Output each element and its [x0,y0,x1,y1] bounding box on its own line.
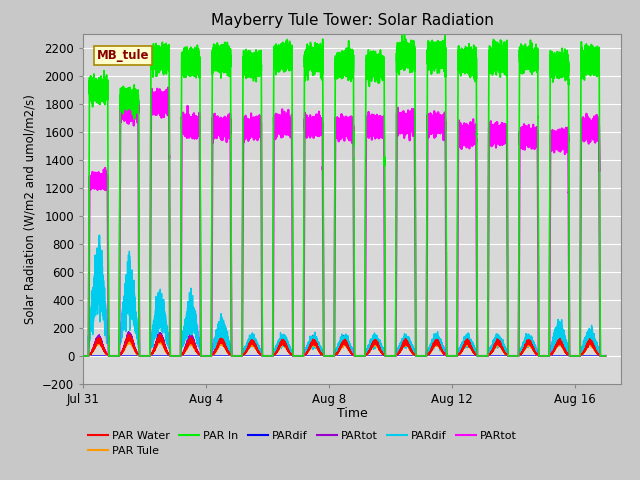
Title: Mayberry Tule Tower: Solar Radiation: Mayberry Tule Tower: Solar Radiation [211,13,493,28]
Legend: PAR Water, PAR Tule, PAR In, PARdif, PARtot, PARdif, PARtot: PAR Water, PAR Tule, PAR In, PARdif, PAR… [83,426,522,461]
Text: MB_tule: MB_tule [97,49,149,62]
X-axis label: Time: Time [337,408,367,420]
Y-axis label: Solar Radiation (W/m2 and umol/m2/s): Solar Radiation (W/m2 and umol/m2/s) [24,94,36,324]
